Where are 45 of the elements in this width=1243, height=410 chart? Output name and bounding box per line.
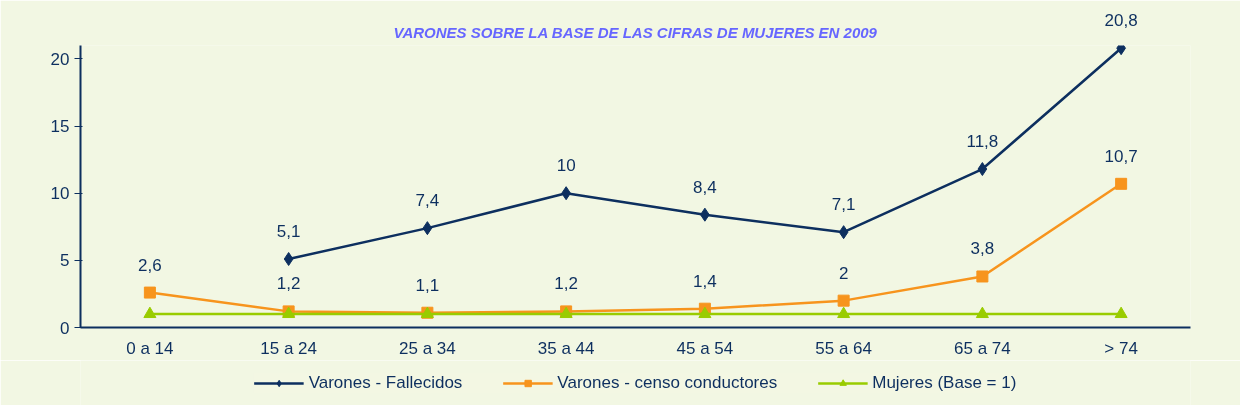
data-label: 10,7: [1104, 146, 1138, 166]
data-label: 7,4: [415, 191, 440, 211]
point: [976, 270, 989, 283]
data-label: 7,1: [831, 195, 856, 215]
x-tick-label: 15 a 24: [260, 338, 317, 358]
point: [283, 252, 294, 267]
data-label: 11,8: [966, 132, 999, 152]
data-label: 1,4: [693, 271, 717, 291]
point: [1115, 177, 1128, 190]
data-label: 1,2: [554, 274, 578, 294]
chart-title: VARONES SOBRE LA BASE DE LAS CIFRAS DE MUJERES EN 2009: [393, 23, 878, 41]
legend-label: Varones - censo conductores: [557, 372, 778, 393]
data-label: 5,1: [276, 222, 301, 242]
data-label: 20,8: [1104, 11, 1138, 31]
y-tick-label: 15: [50, 117, 70, 137]
data-label: 3,8: [970, 239, 995, 259]
data-label: 1,2: [276, 274, 301, 294]
point: [698, 306, 712, 319]
legend-label: Mujeres (Base = 1): [872, 372, 1017, 393]
x-tick-label: 0 a 14: [126, 338, 174, 358]
point: [143, 306, 157, 319]
point: [422, 221, 433, 236]
data-label: 2: [838, 263, 849, 283]
data-label: 1,1: [415, 275, 440, 295]
point: [975, 306, 989, 319]
point: [837, 294, 850, 307]
x-tick-label: 25 a 34: [399, 338, 456, 358]
y-tick-label: 5: [60, 251, 70, 271]
x-tick-label: 35 a 44: [537, 338, 595, 358]
x-tick-label: 65 a 74: [954, 338, 1011, 358]
data-label: 8,4: [693, 177, 717, 197]
x-tick-label: 55 a 64: [815, 338, 872, 358]
point: [838, 225, 849, 240]
x-tick-label: > 74: [1104, 338, 1138, 358]
point: [977, 162, 988, 177]
point: [837, 306, 851, 319]
y-tick-label: 0: [60, 318, 70, 338]
y-tick-label: 10: [50, 184, 70, 204]
point: [1114, 306, 1128, 319]
x-tick-label: 45 a 54: [676, 338, 734, 358]
point: [143, 286, 156, 299]
data-label: 2,6: [138, 255, 162, 275]
data-label: 10: [556, 156, 576, 176]
y-tick-label: 20: [50, 49, 70, 69]
legend-label: Varones - Fallecidos: [308, 372, 463, 393]
